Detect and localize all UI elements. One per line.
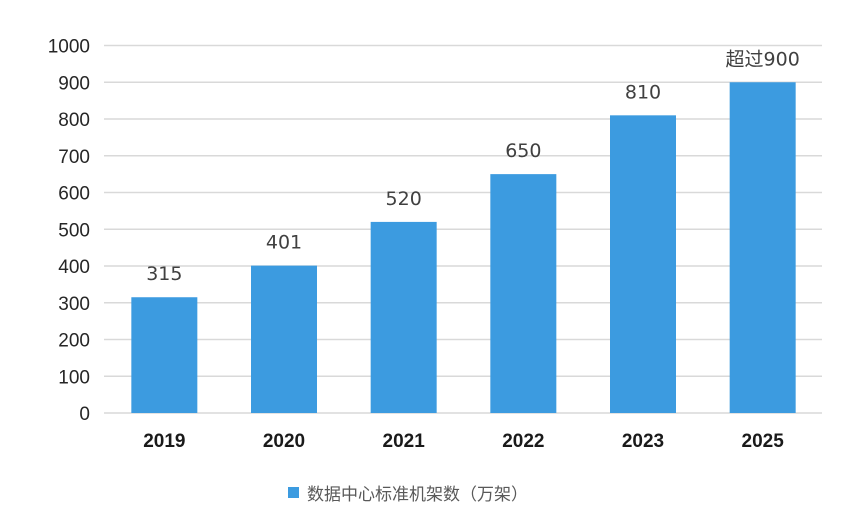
- bar: [131, 297, 198, 413]
- x-tick-label: 2021: [383, 431, 426, 452]
- data-label: 315: [146, 263, 182, 285]
- x-tick-label: 2022: [502, 431, 544, 452]
- x-tick-label: 2023: [622, 431, 664, 452]
- y-tick-label: 100: [58, 367, 90, 388]
- y-tick-label: 500: [58, 220, 90, 241]
- bar: [610, 115, 676, 413]
- y-tick-label: 600: [58, 184, 90, 205]
- y-tick-label: 0: [79, 404, 90, 425]
- bar: [370, 221, 437, 413]
- y-tick-label: 400: [58, 257, 90, 278]
- legend-label: 数据中心标准机架数（万架）: [307, 485, 528, 505]
- data-label: 超过900: [726, 48, 800, 70]
- y-tick-label: 200: [58, 331, 90, 352]
- y-tick-label: 1000: [48, 37, 90, 58]
- bar: [490, 174, 557, 413]
- legend: 数据中心标准机架数（万架）: [288, 480, 528, 505]
- data-label: 810: [625, 81, 661, 103]
- y-tick-label: 900: [58, 73, 90, 94]
- y-tick-label: 700: [58, 147, 90, 168]
- bar: [729, 82, 796, 413]
- y-tick-label: 800: [58, 110, 90, 131]
- x-tick-label: 2020: [263, 431, 305, 452]
- data-label: 401: [266, 232, 302, 254]
- data-label: 650: [505, 140, 541, 162]
- bar: [251, 265, 317, 413]
- data-label: 520: [386, 188, 422, 210]
- y-tick-label: 300: [58, 294, 90, 315]
- legend-swatch: [288, 487, 299, 498]
- x-tick-label: 2019: [143, 431, 185, 452]
- x-tick-label: 2025: [742, 431, 785, 452]
